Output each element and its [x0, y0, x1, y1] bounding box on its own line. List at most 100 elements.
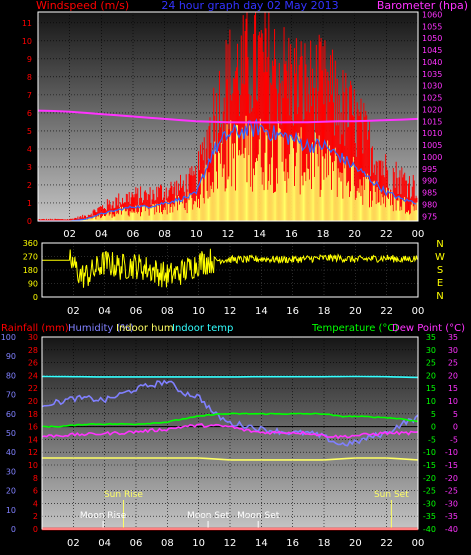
x-tick-label: 10	[192, 538, 205, 549]
tick-label: 14	[28, 435, 38, 444]
tick-label: 100	[1, 333, 16, 342]
tick-label: 1000	[422, 153, 442, 162]
tick-label: 360	[23, 239, 38, 248]
tick-label: 20	[426, 371, 436, 380]
tick-label: 1010	[422, 129, 442, 138]
tick-label: -15	[445, 461, 458, 470]
tick-label: 975	[422, 212, 437, 221]
annotation-label: Sun Set	[374, 490, 409, 500]
tick-label: -5	[450, 435, 458, 444]
series-indoor-temp	[41, 375, 419, 379]
x-tick-label: 14	[255, 538, 268, 549]
tick-label: 6	[27, 109, 32, 118]
tick-label: 25	[426, 359, 436, 368]
x-tick-label: 02	[67, 306, 80, 317]
tick-label: -25	[423, 487, 436, 496]
tick-label: 70	[6, 391, 16, 400]
x-tick-label: 18	[317, 229, 330, 240]
x-tick-label: 18	[318, 538, 331, 549]
x-tick-label: 08	[158, 229, 171, 240]
series-temperature	[41, 412, 419, 428]
tick-label: 90	[28, 280, 38, 289]
x-tick-label: 16	[286, 306, 299, 317]
annotation-label: Moon Rise	[80, 511, 127, 521]
x-tick-label: 12	[224, 538, 237, 549]
tick-label: 80	[6, 371, 16, 380]
legend-temperature: Temperature (°C)	[311, 323, 398, 334]
x-tick-label: 02	[67, 538, 80, 549]
x-tick-label: 10	[190, 229, 203, 240]
tick-label: 10	[28, 461, 38, 470]
x-tick-label: 00	[412, 538, 425, 549]
tick-label: 2	[27, 181, 32, 190]
tick-label: 270	[23, 253, 38, 262]
x-tick-label: 00	[412, 306, 425, 317]
x-tick-label: 20	[348, 229, 361, 240]
tick-label: 9	[27, 55, 32, 64]
tick-label: 16	[28, 423, 38, 432]
x-tick-label: 06	[130, 306, 143, 317]
tick-label: -20	[423, 474, 436, 483]
series-barometer	[37, 109, 419, 124]
tick-label: -15	[423, 461, 436, 470]
series-direction	[42, 248, 418, 288]
x-tick-label: 16	[286, 538, 299, 549]
tick-label: 6	[33, 487, 38, 496]
tick-label: 20	[6, 487, 16, 496]
tick-label: 0	[453, 423, 458, 432]
legend-indoor-hum: Indoor hum	[116, 323, 174, 334]
x-tick-label: 22	[380, 229, 393, 240]
humidity-axis: 0 10 20 30 40 50 60 70 80 90 100	[1, 333, 16, 534]
tick-label: -35	[423, 512, 436, 521]
wind-x-axis: 02 04 06 08 10 12 14 16 18 20 22 00	[63, 229, 424, 240]
tick-label: 35	[426, 333, 436, 342]
tick-label: 3	[27, 163, 32, 172]
x-tick-label: 22	[380, 538, 393, 549]
compass-letter: N	[436, 239, 443, 250]
tick-label: 30	[28, 333, 38, 342]
x-tick-label: 16	[285, 229, 298, 240]
tick-label: 1020	[422, 105, 442, 114]
compass-letter: E	[437, 278, 443, 289]
tick-label: 1035	[422, 70, 442, 79]
x-tick-label: 10	[192, 306, 205, 317]
direction-x-axis: 02 04 06 08 10 12 14 16 18 20 22 00	[67, 306, 424, 317]
tick-label: 10	[6, 506, 16, 515]
tick-label: -40	[423, 525, 436, 534]
temp-x-axis: 02 04 06 08 10 12 14 16 18 20 22 00	[67, 538, 424, 549]
tick-label: 1045	[422, 46, 442, 55]
tick-label: 30	[6, 467, 16, 476]
tick-label: 22	[28, 384, 38, 393]
tick-label: 5	[453, 410, 458, 419]
tick-label: -10	[445, 448, 458, 457]
legend-dew-point: Dew Point (°C)	[392, 323, 465, 334]
tick-label: 1040	[422, 58, 442, 67]
tick-label: 990	[422, 177, 437, 186]
series-humidity	[41, 379, 419, 447]
chart-title: 24 hour graph day 02 May 2013	[161, 0, 338, 12]
tick-label: 26	[28, 359, 38, 368]
x-tick-label: 06	[130, 538, 143, 549]
x-tick-label: 20	[349, 538, 362, 549]
tick-label: 25	[448, 359, 458, 368]
tick-label: 28	[28, 346, 38, 355]
tick-label: 20	[28, 397, 38, 406]
series-indoor-hum	[42, 457, 419, 461]
tick-label: -40	[445, 525, 458, 534]
direction-lines	[42, 248, 418, 288]
tick-label: 10	[426, 397, 436, 406]
series-dew-point	[41, 423, 419, 440]
direction-axis: 0 90 180 270 360	[23, 239, 38, 302]
x-tick-label: 14	[255, 306, 268, 317]
tick-label: -30	[423, 499, 436, 508]
tick-label: 1025	[422, 94, 442, 103]
barometer-axis-label: Barometer (hpa)	[377, 0, 468, 12]
tick-label: 1055	[422, 22, 442, 31]
tick-label: 5	[27, 127, 32, 136]
tick-label: 30	[426, 346, 436, 355]
annotation-label: Sun Rise	[104, 490, 143, 500]
tick-label: 12	[28, 448, 38, 457]
